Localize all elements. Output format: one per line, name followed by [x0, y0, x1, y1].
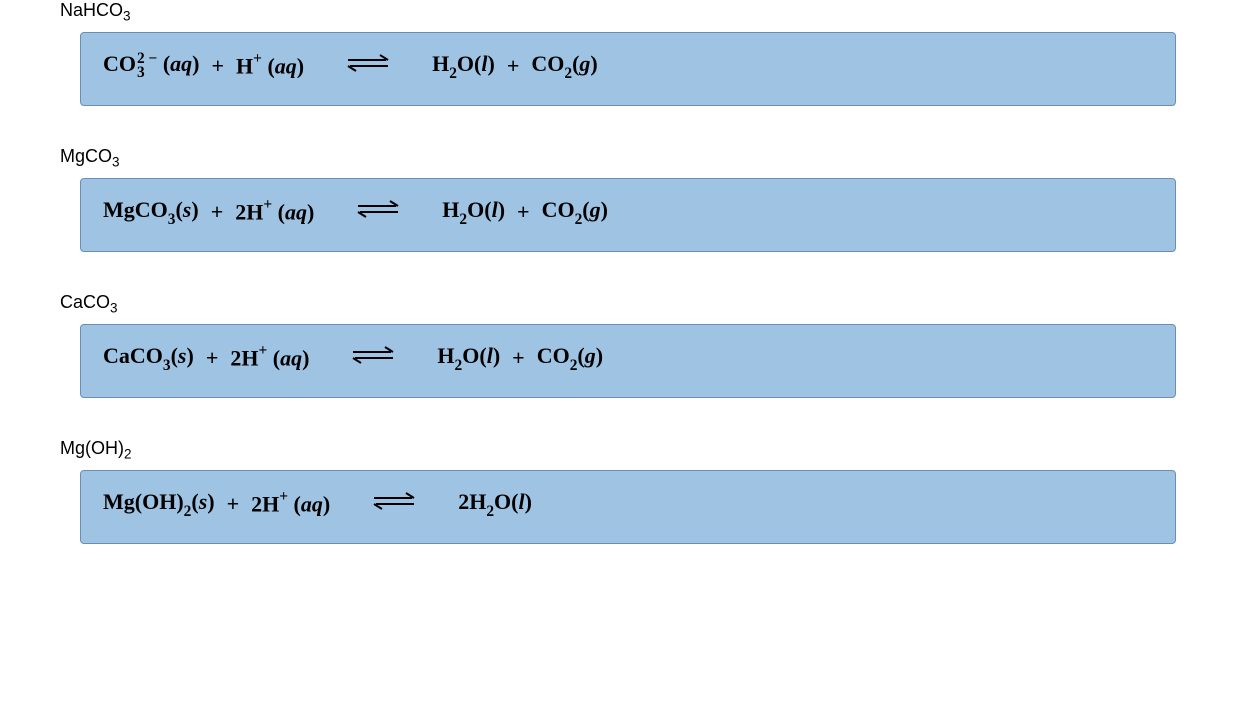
equations-list: NaHCO3 CO2 −3 (aq) + H+ (aq) H2O [0, 0, 1236, 574]
label-caco3: CaCO3 [60, 292, 1176, 316]
equation-mgco3: MgCO3(s) + 2H+ (aq) H2O(l) + CO2(g) [103, 197, 1153, 227]
plus-sign: + [207, 53, 228, 79]
label-text: Mg(OH) [60, 438, 124, 458]
equation-caco3: CaCO3(s) + 2H+ (aq) H2O(l) + CO2(g) [103, 343, 1153, 373]
reactant-mgco3: MgCO3(s) [103, 197, 199, 227]
equilibrium-arrow [317, 344, 429, 372]
reactant-mgoh2: Mg(OH)2(s) [103, 489, 215, 519]
reactant-2hplus: 2H+ (aq) [251, 490, 330, 517]
label-mgco3: MgCO3 [60, 146, 1176, 170]
product-water: H2O(l) [442, 197, 505, 227]
product-co2: CO2(g) [531, 51, 597, 81]
label-text: MgCO [60, 146, 112, 166]
plus-sign: + [508, 345, 529, 371]
product-co2: CO2(g) [542, 197, 608, 227]
equation-box-mgco3: MgCO3(s) + 2H+ (aq) H2O(l) + CO2(g) [80, 178, 1176, 252]
label-nahco3: NaHCO3 [60, 0, 1176, 24]
equilibrium-arrow [312, 52, 424, 80]
reactant-2hplus: 2H+ (aq) [235, 198, 314, 225]
label-sub: 3 [123, 9, 131, 24]
equation-mgoh2: Mg(OH)2(s) + 2H+ (aq) 2H2O(l) [103, 489, 1153, 519]
label-mgoh2: Mg(OH)2 [60, 438, 1176, 462]
label-text: NaHCO [60, 0, 123, 20]
plus-sign: + [513, 199, 534, 225]
plus-sign: + [223, 491, 244, 517]
reactant-hplus: H+ (aq) [236, 52, 304, 79]
product-co2: CO2(g) [537, 343, 603, 373]
reactant-carbonate: CO2 −3 (aq) [103, 51, 199, 80]
label-sub: 3 [112, 155, 120, 170]
equilibrium-arrow [322, 198, 434, 226]
reactant-caco3: CaCO3(s) [103, 343, 194, 373]
equilibrium-arrow [338, 490, 450, 518]
label-text: CaCO [60, 292, 110, 312]
label-sub: 2 [124, 447, 132, 462]
equation-nahco3: CO2 −3 (aq) + H+ (aq) H2O(l) + [103, 51, 1153, 81]
plus-sign: + [503, 53, 524, 79]
label-sub: 3 [110, 301, 118, 316]
equation-box-mgoh2: Mg(OH)2(s) + 2H+ (aq) 2H2O(l) [80, 470, 1176, 544]
equation-box-caco3: CaCO3(s) + 2H+ (aq) H2O(l) + CO2(g) [80, 324, 1176, 398]
product-water: H2O(l) [437, 343, 500, 373]
equation-box-nahco3: CO2 −3 (aq) + H+ (aq) H2O(l) + [80, 32, 1176, 106]
reactant-2hplus: 2H+ (aq) [230, 344, 309, 371]
plus-sign: + [202, 345, 223, 371]
product-2water: 2H2O(l) [458, 489, 532, 519]
product-water: H2O(l) [432, 51, 495, 81]
plus-sign: + [207, 199, 228, 225]
